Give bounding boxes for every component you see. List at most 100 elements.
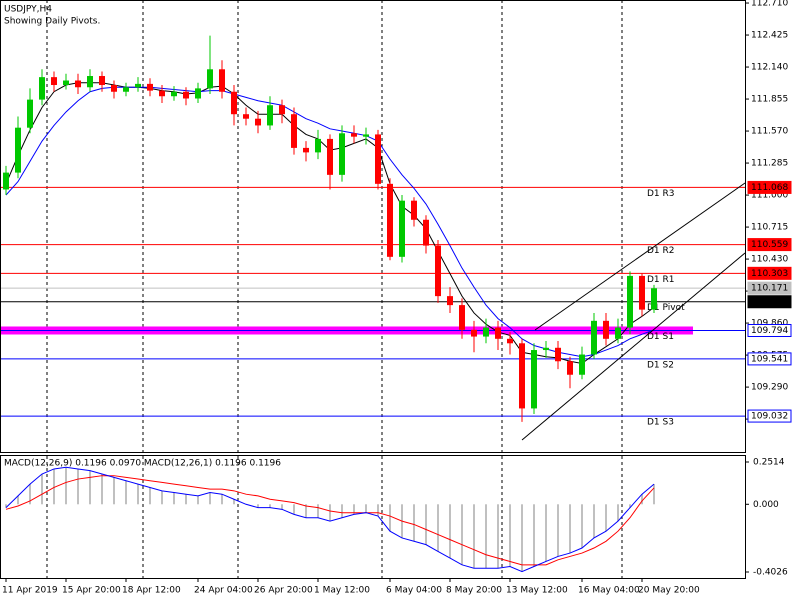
candle-body (543, 347, 549, 351)
candle-body (135, 83, 141, 88)
trend-line (521, 252, 746, 441)
macd-panel-border (0, 455, 746, 579)
price-tag (747, 352, 792, 366)
price-tag-label: 111.068 (751, 183, 788, 193)
candle-body (315, 138, 321, 153)
price-tag-label: 110.171 (751, 284, 788, 294)
y-tick-label: 110.430 (751, 255, 788, 265)
candle-body (519, 343, 525, 409)
macd-y-tick-label: 0.000 (753, 500, 779, 510)
candle-body (555, 347, 561, 362)
candle-body (351, 133, 357, 137)
candle-body (159, 90, 165, 97)
x-tick-label: 26 Apr 20:00 (254, 586, 313, 596)
candle-body (339, 133, 345, 175)
pivot-label: D1 R3 (647, 189, 675, 199)
candle-body (3, 172, 9, 190)
candle-body (219, 69, 225, 92)
candle-body (27, 99, 33, 128)
candle-body (615, 327, 621, 339)
y-tick-label: 111.855 (751, 95, 788, 105)
x-tick-label: 6 May 04:00 (386, 586, 442, 596)
price-tag-label: 109.032 (751, 412, 788, 422)
candle-body (435, 245, 441, 297)
macd-y-tick-label: 0.2514 (753, 458, 785, 468)
candle-body (195, 88, 201, 99)
candle-body (531, 350, 537, 409)
pivot-label: D1 S1 (647, 332, 674, 342)
candle-body (411, 200, 417, 220)
candle-body (183, 91, 189, 99)
y-tick-label: 111.570 (751, 127, 788, 137)
candle-body (291, 114, 297, 148)
candle-body (591, 320, 597, 355)
price-tag (747, 323, 792, 337)
candle-body (471, 329, 477, 337)
candle-body (99, 76, 105, 86)
candle-body (507, 338, 513, 344)
day-separators (46, 0, 623, 578)
pivot-label: D1 S3 (647, 418, 674, 428)
y-tick-label: 110.715 (751, 223, 788, 233)
candle-body (207, 69, 213, 89)
x-tick-label: 24 Apr 04:00 (194, 586, 253, 596)
macd-legend: MACD(12,26,9) 0.1196 0.0970 MACD(12,26,1… (4, 459, 281, 469)
price-tag-label: 109.541 (751, 354, 788, 364)
candle-body (459, 305, 465, 330)
price-tag-label: 110.050 (751, 297, 788, 307)
x-tick-label: 1 May 12:00 (314, 586, 370, 596)
candle-body (267, 105, 273, 126)
price-tag (747, 281, 792, 295)
chart-title: USDJPY,H4 (4, 5, 52, 15)
price-tag (747, 266, 792, 280)
y-tick-label: 111.000 (751, 191, 788, 201)
price-tag-label: 110.559 (751, 240, 788, 250)
candle-body (255, 118, 261, 126)
candle-body (567, 361, 573, 375)
pivot-label: D1 S2 (647, 360, 674, 370)
candle-body (627, 275, 633, 328)
candle-body (363, 134, 369, 137)
candle-body (387, 183, 393, 257)
price-tag (747, 295, 792, 309)
candle-body (111, 85, 117, 92)
pivot-label: D1 R1 (647, 275, 675, 285)
price-tag (747, 409, 792, 423)
macd-y-tick-label: -0.4026 (753, 568, 788, 578)
candle-body (447, 296, 453, 306)
chart-subtitle: Showing Daily Pivots. (4, 17, 100, 27)
candle-body (279, 105, 285, 115)
pivot-label: D1 R2 (647, 246, 675, 256)
y-tick-label: 109.860 (751, 319, 788, 329)
x-tick-label: 18 Apr 12:00 (122, 586, 181, 596)
macd-line (5, 475, 655, 566)
candle-body (483, 327, 489, 337)
candle-body (327, 138, 333, 175)
candle-body (651, 288, 657, 310)
x-tick-label: 15 Apr 20:00 (62, 586, 121, 596)
y-tick-label: 109.290 (751, 383, 788, 393)
price-tag-label: 110.303 (751, 269, 788, 279)
macd-line (5, 466, 655, 573)
price-tag-label: 109.794 (751, 326, 788, 336)
price-tag (747, 238, 792, 252)
x-tick-label: 11 Apr 2019 (2, 586, 58, 596)
candle-body (303, 147, 309, 153)
y-tick-label: 112.140 (751, 63, 788, 73)
y-tick-label: 112.425 (751, 31, 788, 41)
x-tick-label: 20 May 20:00 (638, 586, 700, 596)
candle-body (399, 200, 405, 257)
candle-body (639, 275, 645, 310)
candle-body (63, 80, 69, 86)
candle-body (87, 76, 93, 88)
candle-body (243, 114, 249, 119)
candle-body (423, 219, 429, 246)
candle-body (603, 320, 609, 339)
trend-line (534, 182, 746, 331)
candle-body (231, 91, 237, 115)
y-tick-label: 111.285 (751, 159, 788, 169)
candle-body (147, 83, 153, 91)
